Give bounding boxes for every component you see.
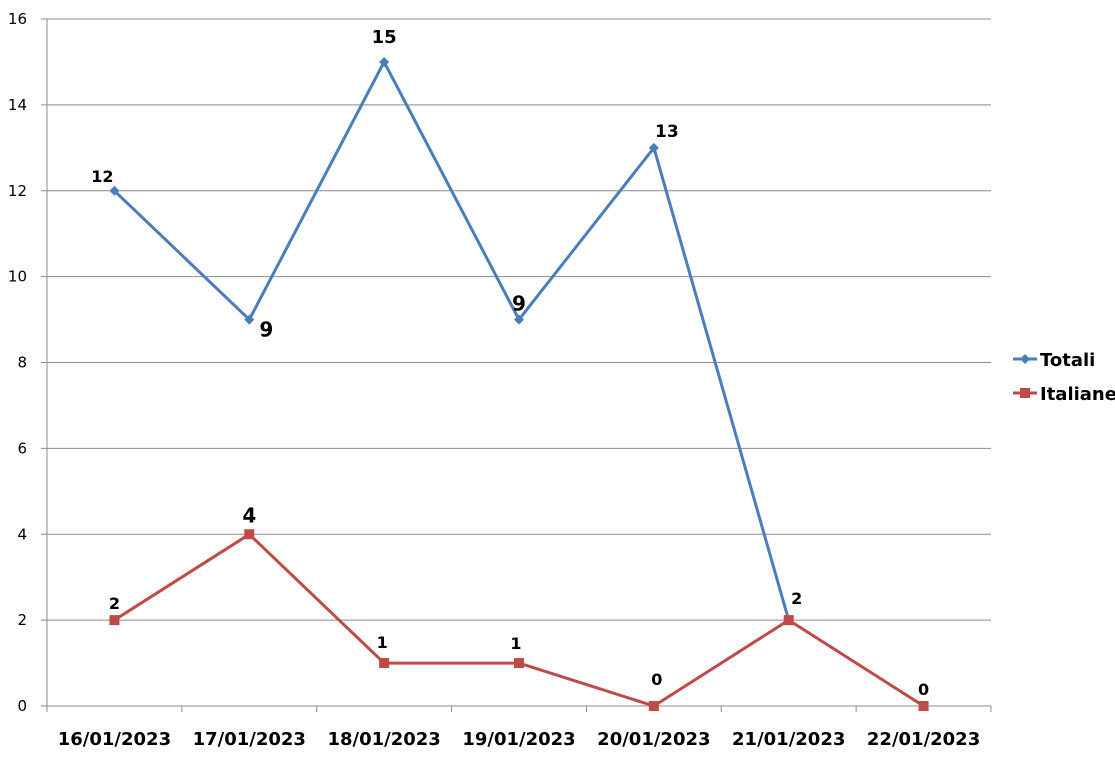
- series-line-totali: [113, 60, 791, 621]
- y-tick-label: 16: [8, 10, 27, 28]
- axes: [41, 18, 992, 712]
- y-tick-label: 14: [8, 96, 27, 114]
- point-totali: [379, 56, 390, 67]
- legend-marker-totali: [1020, 354, 1030, 364]
- data-label-italiane: 0: [918, 680, 929, 699]
- legend-label-italiane: Italiane: [1040, 384, 1115, 405]
- point-totali: [648, 142, 659, 153]
- x-axis-ticks: 16/01/2023 17/01/2023 18/01/2023 19/01/2023…: [58, 729, 980, 750]
- point-italiane: [514, 658, 524, 669]
- data-label-totali: 9: [512, 292, 526, 316]
- y-tick-label: 10: [8, 268, 27, 286]
- data-label-totali: 13: [655, 122, 679, 142]
- data-label-totali: 15: [372, 27, 397, 48]
- x-tick-label: 16/01/2023: [58, 729, 171, 750]
- point-totali: [244, 314, 255, 325]
- point-totali: [514, 314, 524, 325]
- y-tick-label: 4: [17, 525, 27, 543]
- point-italiane: [109, 615, 120, 626]
- data-label-totali: 12: [91, 167, 113, 186]
- point-italiane: [918, 701, 929, 711]
- point-italiane: [783, 615, 794, 626]
- x-tick-label: 17/01/2023: [193, 729, 306, 750]
- x-tick-label: 20/01/2023: [597, 729, 710, 750]
- point-italiane: [648, 701, 659, 711]
- y-tick-label: 0: [17, 697, 27, 715]
- x-tick-label: 18/01/2023: [327, 729, 440, 750]
- data-label-italiane: 0: [651, 670, 662, 689]
- data-label-italiane: 4: [242, 503, 256, 527]
- data-label-italiane: 1: [377, 633, 388, 652]
- legend-label-totali: Totali: [1040, 350, 1095, 371]
- data-label-totali: 2: [791, 589, 802, 608]
- y-tick-label: 12: [8, 182, 27, 200]
- data-labels: 12 9 15 9 13 2 2 4 1 1 0 0: [91, 27, 929, 699]
- data-label-italiane: 2: [109, 594, 120, 613]
- legend-marker-italiane: [1020, 388, 1030, 398]
- y-tick-label: 2: [17, 611, 27, 629]
- point-totali: [109, 185, 120, 196]
- series-lines: [109, 56, 929, 711]
- legend: Totali Italiane: [1013, 350, 1115, 405]
- x-tick-label: 22/01/2023: [867, 729, 980, 750]
- y-axis-ticks: 0 2 4 6 8 10 12 14 16: [8, 10, 27, 715]
- point-italiane: [379, 658, 390, 669]
- y-tick-label: 6: [17, 439, 27, 457]
- data-label-italiane: 1: [510, 634, 521, 653]
- x-tick-label: 19/01/2023: [462, 729, 575, 750]
- y-tick-label: 8: [17, 354, 27, 372]
- x-tick-label: 21/01/2023: [732, 729, 845, 750]
- data-label-totali: 9: [259, 318, 273, 342]
- point-italiane: [244, 529, 255, 540]
